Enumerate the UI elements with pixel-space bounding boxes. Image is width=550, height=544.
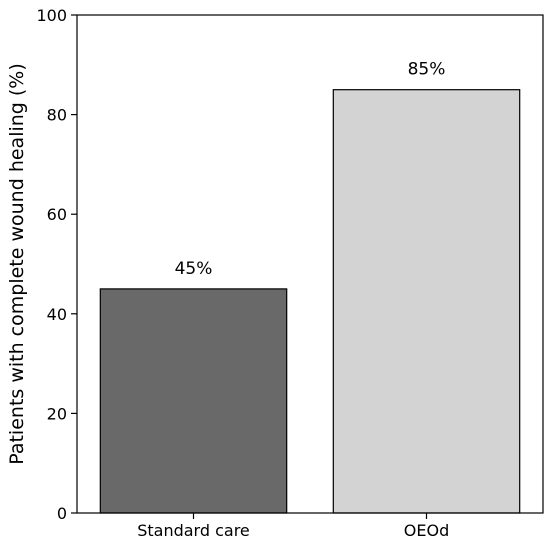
plot-frame (76, 14, 544, 514)
y-tick-label: 80 (47, 106, 67, 125)
y-tick-label: 20 (47, 404, 67, 423)
x-tick-label: OEOd (404, 521, 449, 540)
y-tick-label: 40 (47, 305, 67, 324)
bars: 45% 85% (99, 60, 521, 514)
x-axis-ticks: Standard care OEOd (137, 513, 449, 540)
y-axis-label: Patients with complete wound healing (%) (6, 63, 28, 465)
y-tick-label: 100 (36, 6, 67, 25)
bar (332, 89, 521, 514)
bar (99, 288, 288, 514)
y-axis-ticks: 0 20 40 60 80 100 (36, 6, 77, 523)
bar-value-label: 45% (175, 259, 213, 279)
y-tick-label: 0 (57, 504, 67, 523)
x-tick-label: Standard care (137, 521, 250, 540)
bar-value-label: 85% (408, 60, 446, 80)
y-tick-label: 60 (47, 205, 67, 224)
